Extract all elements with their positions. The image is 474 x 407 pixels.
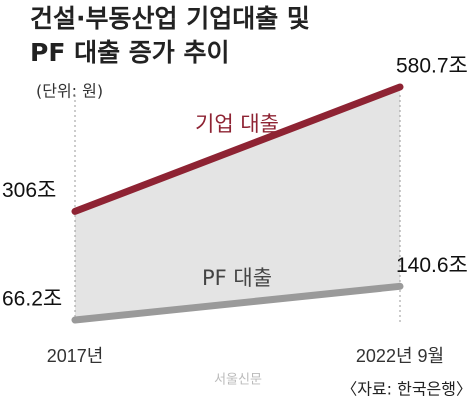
line xyxy=(71,83,404,215)
value-label: 306조 xyxy=(2,179,56,202)
series-label: 기업 대출 xyxy=(195,112,279,136)
x-tick-label: 2022년 9월 xyxy=(356,346,444,366)
watermark: 서울신문 xyxy=(214,373,262,388)
value-label: 580.7조 xyxy=(396,55,468,78)
gap-area xyxy=(75,87,400,320)
value-label: 66.2조 xyxy=(2,288,62,311)
line xyxy=(71,282,404,324)
chart-subtitle: PF 대출 증가 추이 xyxy=(30,38,230,67)
unit-label: (단위: 원) xyxy=(36,82,103,101)
chart-title: 건설·부동산업 기업대출 및 xyxy=(30,4,310,33)
source: 〈자료: 한국은행〉 xyxy=(341,380,472,399)
x-tick-label: 2017년 xyxy=(47,346,104,366)
series-label: PF 대출 xyxy=(202,266,272,290)
value-label: 140.6조 xyxy=(396,254,468,277)
